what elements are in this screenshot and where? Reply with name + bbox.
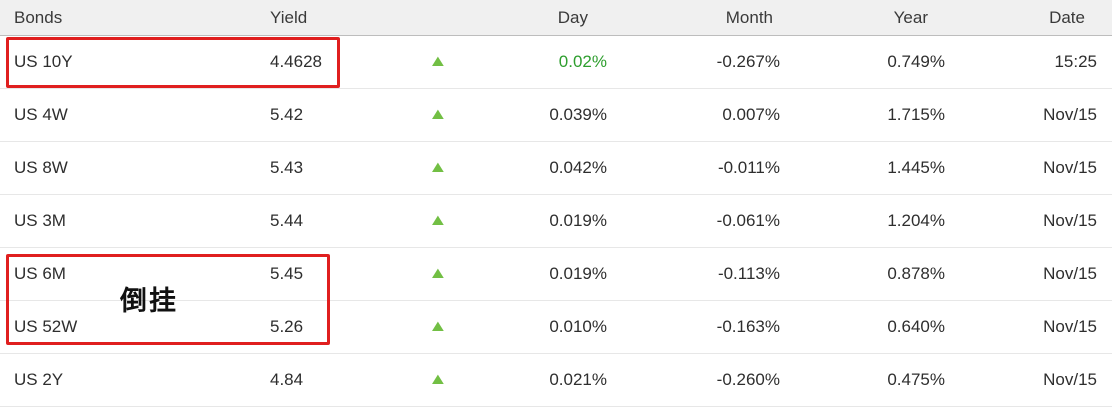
up-arrow-icon: ▲ bbox=[428, 371, 448, 388]
header-month: Month bbox=[725, 7, 773, 27]
date-cell: 15:25 bbox=[1054, 52, 1097, 71]
yield-cell: 5.42 bbox=[270, 105, 304, 124]
bond-name-cell: US 4W bbox=[14, 105, 68, 124]
month-change-cell: -0.113% bbox=[717, 264, 780, 283]
month-change-cell: 0.007% bbox=[722, 105, 780, 124]
day-change-cell: 0.019% bbox=[549, 211, 607, 230]
day-change-cell: 0.02% bbox=[558, 52, 607, 71]
yield-cell: 4.84 bbox=[270, 370, 304, 389]
bond-name-cell: US 8W bbox=[14, 158, 68, 177]
header-change-indicator bbox=[376, 0, 500, 35]
table-row[interactable]: US 2Y 4.84 ▲ 0.021% -0.260% 0.475% Nov/1… bbox=[0, 354, 1112, 407]
up-arrow-icon: ▲ bbox=[428, 212, 448, 229]
yield-cell: 5.26 bbox=[270, 317, 304, 336]
date-cell: Nov/15 bbox=[1043, 317, 1097, 336]
table-row[interactable]: US 3M 5.44 ▲ 0.019% -0.061% 1.204% Nov/1… bbox=[0, 195, 1112, 248]
month-change-cell: -0.061% bbox=[716, 211, 780, 230]
up-arrow-icon: ▲ bbox=[428, 159, 448, 176]
day-change-cell: 0.010% bbox=[549, 317, 607, 336]
date-cell: Nov/15 bbox=[1043, 105, 1097, 124]
bond-name-cell: US 3M bbox=[14, 211, 66, 230]
table-row[interactable]: US 8W 5.43 ▲ 0.042% -0.011% 1.445% Nov/1… bbox=[0, 142, 1112, 195]
up-arrow-icon: ▲ bbox=[428, 53, 448, 70]
year-change-cell: 1.204% bbox=[887, 211, 945, 230]
date-cell: Nov/15 bbox=[1043, 158, 1097, 177]
year-change-cell: 0.878% bbox=[887, 264, 945, 283]
year-change-cell: 1.715% bbox=[887, 105, 945, 124]
date-cell: Nov/15 bbox=[1043, 211, 1097, 230]
bond-name-cell: US 52W bbox=[14, 317, 78, 336]
year-change-cell: 1.445% bbox=[887, 158, 945, 177]
bond-name-cell: US 2Y bbox=[14, 370, 64, 389]
month-change-cell: -0.163% bbox=[716, 317, 780, 336]
up-arrow-icon: ▲ bbox=[428, 318, 448, 335]
day-change-cell: 0.042% bbox=[549, 158, 607, 177]
header-day: Day bbox=[557, 7, 588, 27]
bond-name-cell: US 6M bbox=[14, 264, 66, 283]
table-row[interactable]: US 52W 5.26 ▲ 0.010% -0.163% 0.640% Nov/… bbox=[0, 301, 1112, 354]
date-cell: Nov/15 bbox=[1043, 370, 1097, 389]
yield-cell: 5.43 bbox=[270, 158, 304, 177]
month-change-cell: -0.011% bbox=[717, 158, 780, 177]
year-change-cell: 0.640% bbox=[887, 317, 945, 336]
header-yield: Yield bbox=[270, 7, 308, 27]
year-change-cell: 0.475% bbox=[887, 370, 945, 389]
yield-cell: 4.4628 bbox=[270, 52, 322, 71]
up-arrow-icon: ▲ bbox=[428, 106, 448, 123]
up-arrow-icon: ▲ bbox=[428, 265, 448, 282]
day-change-cell: 0.039% bbox=[549, 105, 607, 124]
table-row[interactable]: US 4W 5.42 ▲ 0.039% 0.007% 1.715% Nov/15 bbox=[0, 89, 1112, 142]
table-row[interactable]: US 6M 5.45 ▲ 0.019% -0.113% 0.878% Nov/1… bbox=[0, 248, 1112, 301]
table-header-row: Bonds Yield Day Month Year Date bbox=[0, 0, 1112, 36]
year-change-cell: 0.749% bbox=[887, 52, 945, 71]
table-row[interactable]: US 10Y 4.4628 ▲ 0.02% -0.267% 0.749% 15:… bbox=[0, 36, 1112, 89]
day-change-cell: 0.021% bbox=[549, 370, 607, 389]
date-cell: Nov/15 bbox=[1043, 264, 1097, 283]
month-change-cell: -0.260% bbox=[716, 370, 780, 389]
header-bonds: Bonds bbox=[14, 7, 63, 27]
month-change-cell: -0.267% bbox=[716, 52, 780, 71]
day-change-cell: 0.019% bbox=[549, 264, 607, 283]
yield-cell: 5.44 bbox=[270, 211, 304, 230]
yield-cell: 5.45 bbox=[270, 264, 304, 283]
bond-name-cell: US 10Y bbox=[14, 52, 73, 71]
header-date: Date bbox=[1049, 7, 1085, 27]
header-year: Year bbox=[893, 7, 928, 27]
inversion-annotation-label: 倒挂 bbox=[120, 286, 178, 316]
